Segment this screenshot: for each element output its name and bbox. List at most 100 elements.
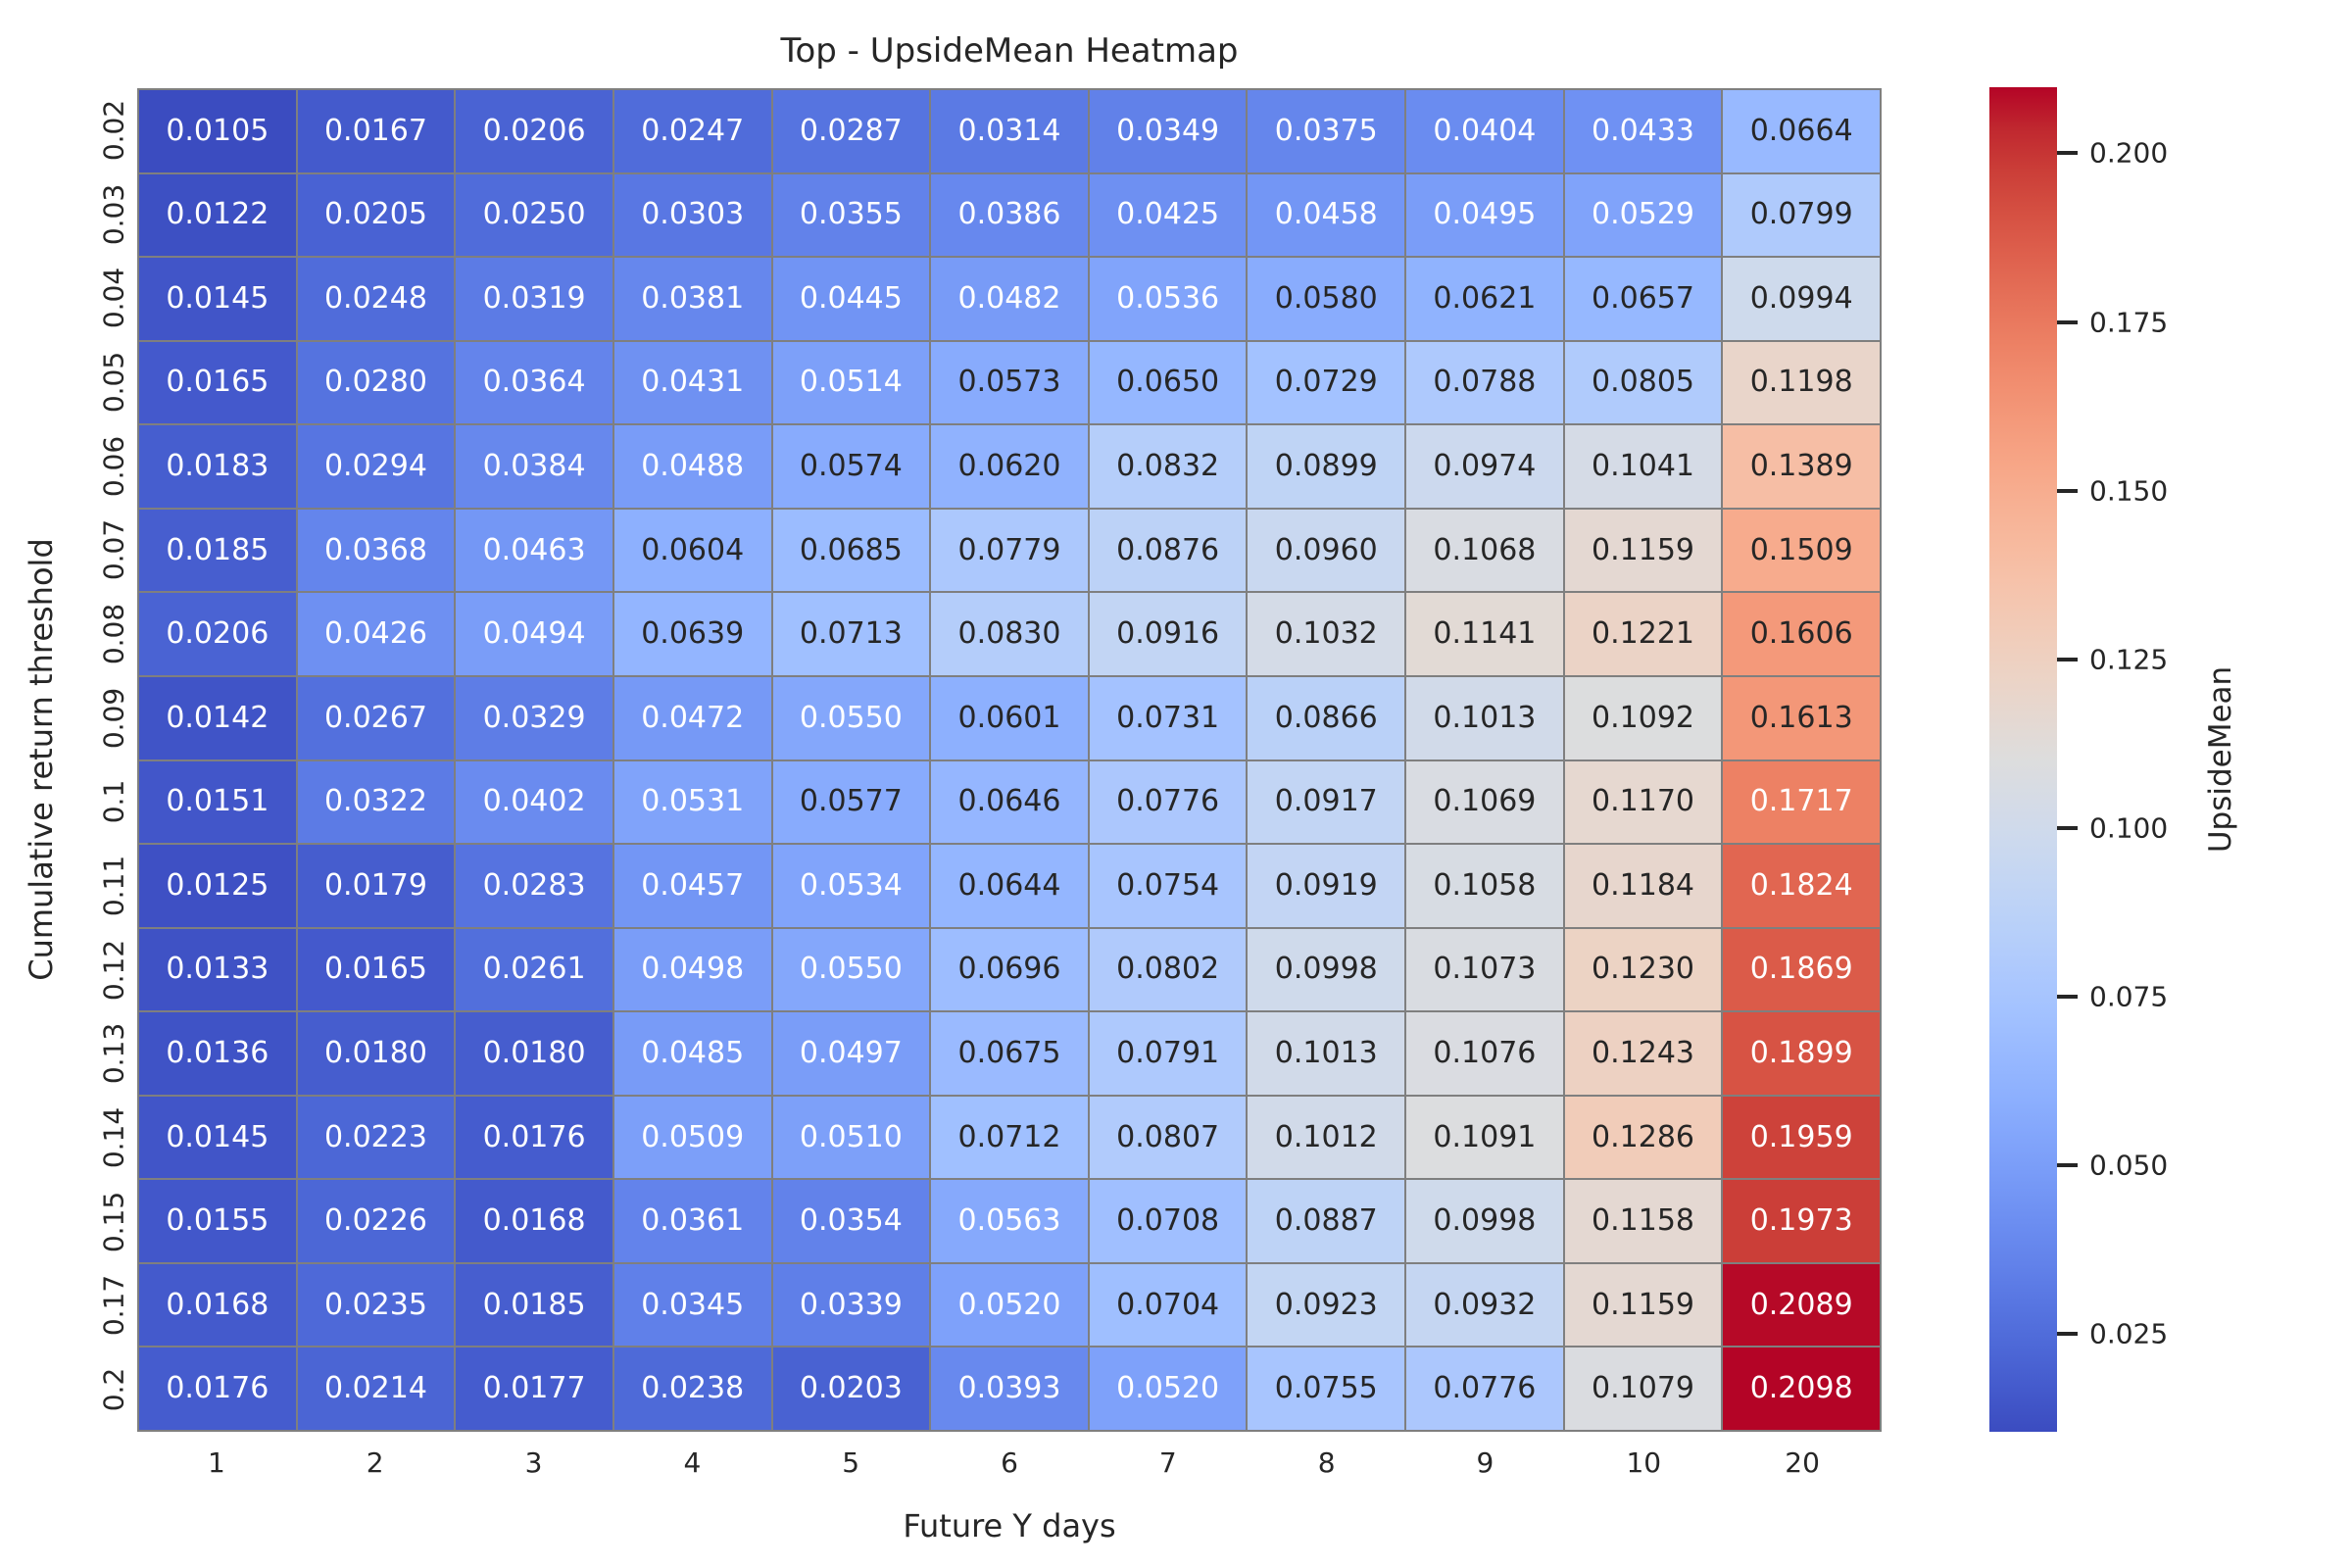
heatmap-cell: 0.1141 — [1406, 593, 1563, 675]
heatmap-cell: 0.0122 — [139, 173, 296, 257]
heatmap-cell: 0.0355 — [772, 173, 930, 257]
heatmap-cell: 0.0509 — [613, 1096, 771, 1179]
heatmap-cell: 0.0601 — [931, 676, 1088, 760]
y-tick-label: 0.13 — [97, 1023, 130, 1085]
heatmap-cell: 0.0185 — [456, 1263, 612, 1347]
heatmap-cell: 0.0899 — [1248, 425, 1405, 508]
heatmap-cell: 0.0319 — [456, 258, 612, 340]
y-tick-label: 0.17 — [97, 1275, 130, 1337]
heatmap-cell: 0.0876 — [1089, 509, 1247, 592]
heatmap-cell: 0.0314 — [931, 90, 1088, 172]
heatmap-cell: 0.0779 — [931, 509, 1088, 592]
heatmap-cell: 0.0165 — [139, 341, 296, 424]
heatmap-cell: 0.0180 — [456, 1012, 612, 1095]
heatmap-cell: 0.0675 — [931, 1012, 1088, 1095]
heatmap-cell: 0.0580 — [1248, 258, 1405, 340]
heatmap-cell: 0.0807 — [1089, 1096, 1247, 1179]
heatmap-cell: 0.0381 — [613, 258, 771, 340]
heatmap-cell: 0.0105 — [139, 90, 296, 172]
y-axis-label: Cumulative return threshold — [23, 538, 60, 981]
heatmap-cell: 0.0776 — [1089, 760, 1247, 844]
heatmap-cell: 0.0510 — [772, 1096, 930, 1179]
x-tick-label: 20 — [1785, 1446, 1820, 1479]
heatmap-cell: 0.0404 — [1406, 90, 1563, 172]
heatmap-cell: 0.1389 — [1723, 425, 1880, 508]
heatmap-cell: 0.0176 — [139, 1348, 296, 1430]
heatmap-cell: 0.0205 — [297, 173, 455, 257]
heatmap-cell: 0.0577 — [772, 760, 930, 844]
heatmap-cell: 0.0776 — [1406, 1348, 1563, 1430]
heatmap-cell: 0.0179 — [297, 845, 455, 927]
heatmap-cell: 0.0472 — [613, 676, 771, 760]
heatmap-cell: 0.0712 — [931, 1096, 1088, 1179]
y-tick-label: 0.1 — [97, 780, 130, 824]
heatmap-cell: 0.0534 — [772, 845, 930, 927]
heatmap-cell: 0.0731 — [1089, 676, 1247, 760]
heatmap-cell: 0.0529 — [1564, 173, 1722, 257]
heatmap-cell: 0.0384 — [456, 425, 612, 508]
x-tick-label: 2 — [366, 1446, 384, 1479]
heatmap-cell: 0.0280 — [297, 341, 455, 424]
heatmap-cell: 0.0832 — [1089, 425, 1247, 508]
heatmap-cell: 0.0368 — [297, 509, 455, 592]
heatmap-cell: 0.0183 — [139, 425, 296, 508]
heatmap-cell: 0.1170 — [1564, 760, 1722, 844]
heatmap-cell: 0.0497 — [772, 1012, 930, 1095]
y-tick-label: 0.11 — [97, 855, 130, 917]
heatmap-cell: 0.0226 — [297, 1180, 455, 1262]
heatmap-cell: 0.0866 — [1248, 676, 1405, 760]
heatmap-cell: 0.0664 — [1723, 90, 1880, 172]
colorbar-tick-mark — [2057, 1163, 2078, 1168]
heatmap-cell: 0.1717 — [1723, 760, 1880, 844]
heatmap-cell: 0.0604 — [613, 509, 771, 592]
y-tick-label: 0.14 — [97, 1106, 130, 1169]
heatmap-cell: 0.0887 — [1248, 1180, 1405, 1262]
y-tick-label: 0.02 — [97, 99, 130, 162]
heatmap-cell: 0.0165 — [297, 928, 455, 1011]
heatmap-cell: 0.0919 — [1248, 845, 1405, 927]
heatmap-cell: 0.1159 — [1564, 509, 1722, 592]
heatmap-cell: 0.0364 — [456, 341, 612, 424]
y-tick-label: 0.05 — [97, 351, 130, 414]
colorbar-tick-mark — [2057, 657, 2078, 662]
heatmap-cell: 0.0729 — [1248, 341, 1405, 424]
heatmap-cell: 0.0261 — [456, 928, 612, 1011]
heatmap-cell: 0.2089 — [1723, 1263, 1880, 1347]
heatmap-cell: 0.0514 — [772, 341, 930, 424]
heatmap-cell: 0.0125 — [139, 845, 296, 927]
heatmap-cell: 0.0573 — [931, 341, 1088, 424]
chart-title: Top - UpsideMean Heatmap — [780, 31, 1239, 71]
heatmap-cell: 0.1959 — [1723, 1096, 1880, 1179]
heatmap-cell: 0.0206 — [139, 593, 296, 675]
y-tick-label: 0.03 — [97, 183, 130, 245]
heatmap-cell: 0.0287 — [772, 90, 930, 172]
x-tick-label: 5 — [842, 1446, 860, 1479]
y-tick-label: 0.09 — [97, 687, 130, 749]
heatmap-cell: 0.1068 — [1406, 509, 1563, 592]
heatmap-cell: 0.0754 — [1089, 845, 1247, 927]
heatmap-cell: 0.1286 — [1564, 1096, 1722, 1179]
colorbar-tick-mark — [2057, 825, 2078, 830]
heatmap-cell: 0.0445 — [772, 258, 930, 340]
heatmap-cell: 0.0142 — [139, 676, 296, 760]
heatmap-cell: 0.0495 — [1406, 173, 1563, 257]
heatmap-cell: 0.1012 — [1248, 1096, 1405, 1179]
heatmap-cell: 0.0361 — [613, 1180, 771, 1262]
y-tick-label: 0.15 — [97, 1191, 130, 1252]
heatmap-cell: 0.0482 — [931, 258, 1088, 340]
heatmap-cell: 0.0339 — [772, 1263, 930, 1347]
heatmap-cell: 0.0696 — [931, 928, 1088, 1011]
heatmap-cell: 0.0494 — [456, 593, 612, 675]
heatmap-cell: 0.0329 — [456, 676, 612, 760]
heatmap-cell: 0.0206 — [456, 90, 612, 172]
heatmap-cell: 0.1221 — [1564, 593, 1722, 675]
heatmap-cell: 0.0550 — [772, 928, 930, 1011]
heatmap-cell: 0.0185 — [139, 509, 296, 592]
colorbar-tick-label: 0.100 — [2089, 811, 2169, 845]
colorbar — [1989, 87, 2057, 1432]
heatmap-cell: 0.0639 — [613, 593, 771, 675]
x-tick-label: 10 — [1626, 1446, 1662, 1479]
heatmap-cell: 0.0431 — [613, 341, 771, 424]
colorbar-tick-mark — [2057, 151, 2078, 156]
